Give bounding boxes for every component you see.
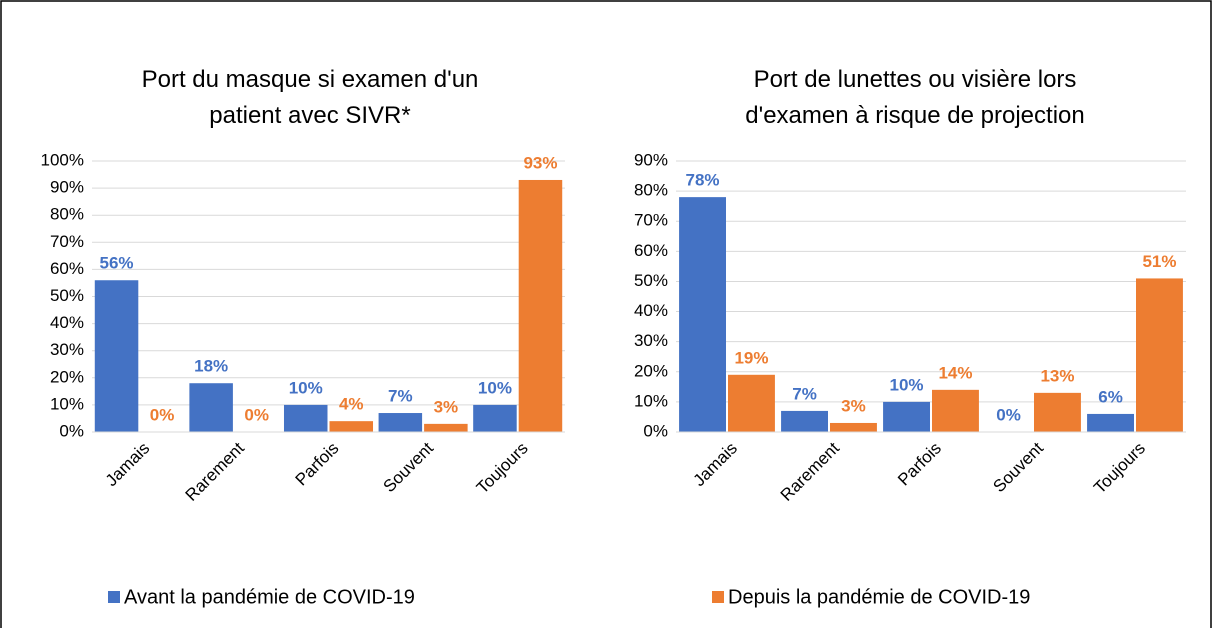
y-tick-label: 70%	[50, 232, 84, 251]
data-label: 51%	[1142, 252, 1176, 271]
x-tick-label: Toujours	[473, 439, 532, 498]
data-label: 0%	[150, 405, 175, 424]
bar	[781, 410, 828, 432]
y-tick-label: 10%	[50, 394, 84, 413]
y-tick-label: 90%	[634, 150, 668, 169]
legend-swatch	[712, 591, 724, 603]
data-label: 7%	[792, 384, 817, 403]
data-label: 13%	[1040, 366, 1074, 385]
y-tick-label: 0%	[59, 421, 84, 440]
x-tick-label: Souvent	[989, 438, 1047, 496]
y-tick-label: 80%	[634, 181, 668, 200]
data-label: 4%	[339, 395, 364, 414]
y-tick-label: 10%	[634, 391, 668, 410]
x-tick-label: Parfois	[894, 439, 945, 490]
data-label: 0%	[996, 405, 1021, 424]
y-tick-label: 40%	[634, 301, 668, 320]
data-label: 18%	[194, 357, 228, 376]
bar	[473, 404, 517, 432]
data-label: 56%	[100, 254, 134, 273]
chart-title: Port du masque si examen d'un patient av…	[141, 66, 479, 129]
bar	[1087, 413, 1134, 432]
data-label: 19%	[734, 348, 768, 367]
bar	[1034, 392, 1081, 432]
y-tick-label: 60%	[634, 241, 668, 260]
data-label: 10%	[289, 378, 323, 397]
bar	[679, 197, 726, 432]
x-tick-label: Parfois	[292, 439, 343, 490]
y-tick-label: 30%	[50, 340, 84, 359]
x-tick-label: Jamais	[689, 439, 741, 491]
y-tick-label: 90%	[50, 178, 84, 197]
bar	[728, 374, 775, 432]
legend-swatch	[108, 591, 120, 603]
chart-title: Port de lunettes ou visière lors d'exame…	[745, 66, 1085, 129]
bar	[378, 413, 423, 432]
x-tick-label: Toujours	[1090, 439, 1149, 498]
y-tick-label: 20%	[50, 367, 84, 386]
bar	[189, 383, 233, 432]
data-label: 7%	[388, 387, 413, 406]
data-label: 78%	[686, 171, 720, 190]
bar	[883, 401, 930, 432]
x-tick-label: Rarement	[777, 438, 843, 504]
bar	[283, 404, 328, 432]
y-tick-label: 70%	[634, 211, 668, 230]
data-label: 93%	[523, 153, 557, 172]
data-label: 6%	[1098, 387, 1123, 406]
data-label: 14%	[938, 363, 972, 382]
y-tick-label: 60%	[50, 259, 84, 278]
y-tick-label: 50%	[634, 271, 668, 290]
x-tick-label: Rarement	[182, 438, 248, 504]
data-label: 10%	[478, 378, 512, 397]
y-tick-label: 40%	[50, 313, 84, 332]
x-tick-label: Souvent	[380, 438, 438, 496]
bar	[518, 179, 563, 432]
y-tick-label: 80%	[50, 205, 84, 224]
bar	[94, 280, 139, 432]
data-label: 0%	[244, 405, 269, 424]
bar	[932, 389, 979, 432]
y-tick-label: 20%	[634, 361, 668, 380]
bar	[830, 422, 877, 432]
y-tick-label: 0%	[643, 421, 668, 440]
y-tick-label: 100%	[41, 150, 84, 169]
x-tick-label: Jamais	[102, 439, 154, 491]
y-tick-label: 30%	[634, 331, 668, 350]
y-tick-label: 50%	[50, 286, 84, 305]
data-label: 3%	[841, 396, 866, 415]
data-label: 3%	[434, 397, 459, 416]
bar	[1136, 278, 1183, 432]
legend-label: Depuis la pandémie de COVID-19	[728, 586, 1030, 608]
legend-label: Avant la pandémie de COVID-19	[124, 586, 415, 608]
bar	[424, 423, 468, 432]
data-label: 10%	[890, 375, 924, 394]
bar	[329, 421, 374, 432]
